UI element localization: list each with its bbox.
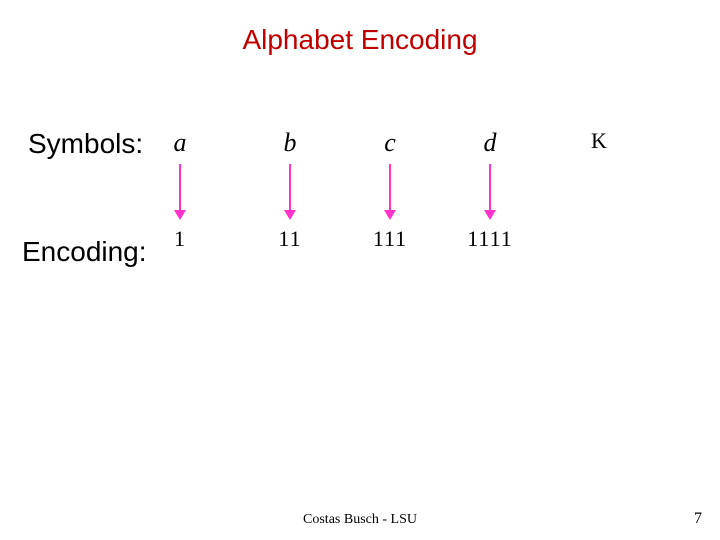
encoding-column: K xyxy=(555,130,645,226)
encoding-value: 111 xyxy=(345,226,435,252)
encoding-column: c 111 xyxy=(345,130,435,252)
encoding-value: 11 xyxy=(245,226,335,252)
down-arrow-icon xyxy=(478,164,502,220)
down-arrow-icon xyxy=(168,164,192,220)
footer-author: Costas Busch - LSU xyxy=(0,512,720,528)
encoding-value: 1111 xyxy=(445,226,535,252)
slide-number: 7 xyxy=(694,510,702,528)
encoding-column: a 1 xyxy=(135,130,225,252)
symbol-glyph: K xyxy=(555,130,645,160)
encoding-column: d 1111 xyxy=(445,130,535,252)
encoding-column: b 11 xyxy=(245,130,335,252)
symbol-glyph: d xyxy=(445,130,535,160)
symbols-label: Symbols: xyxy=(28,128,143,160)
symbol-glyph: c xyxy=(345,130,435,160)
symbol-glyph: a xyxy=(135,130,225,160)
down-arrow-icon xyxy=(378,164,402,220)
slide-title: Alphabet Encoding xyxy=(0,24,720,56)
encoding-value: 1 xyxy=(135,226,225,252)
down-arrow-icon xyxy=(278,164,302,220)
encoding-label: Encoding: xyxy=(22,236,147,268)
symbol-glyph: b xyxy=(245,130,335,160)
